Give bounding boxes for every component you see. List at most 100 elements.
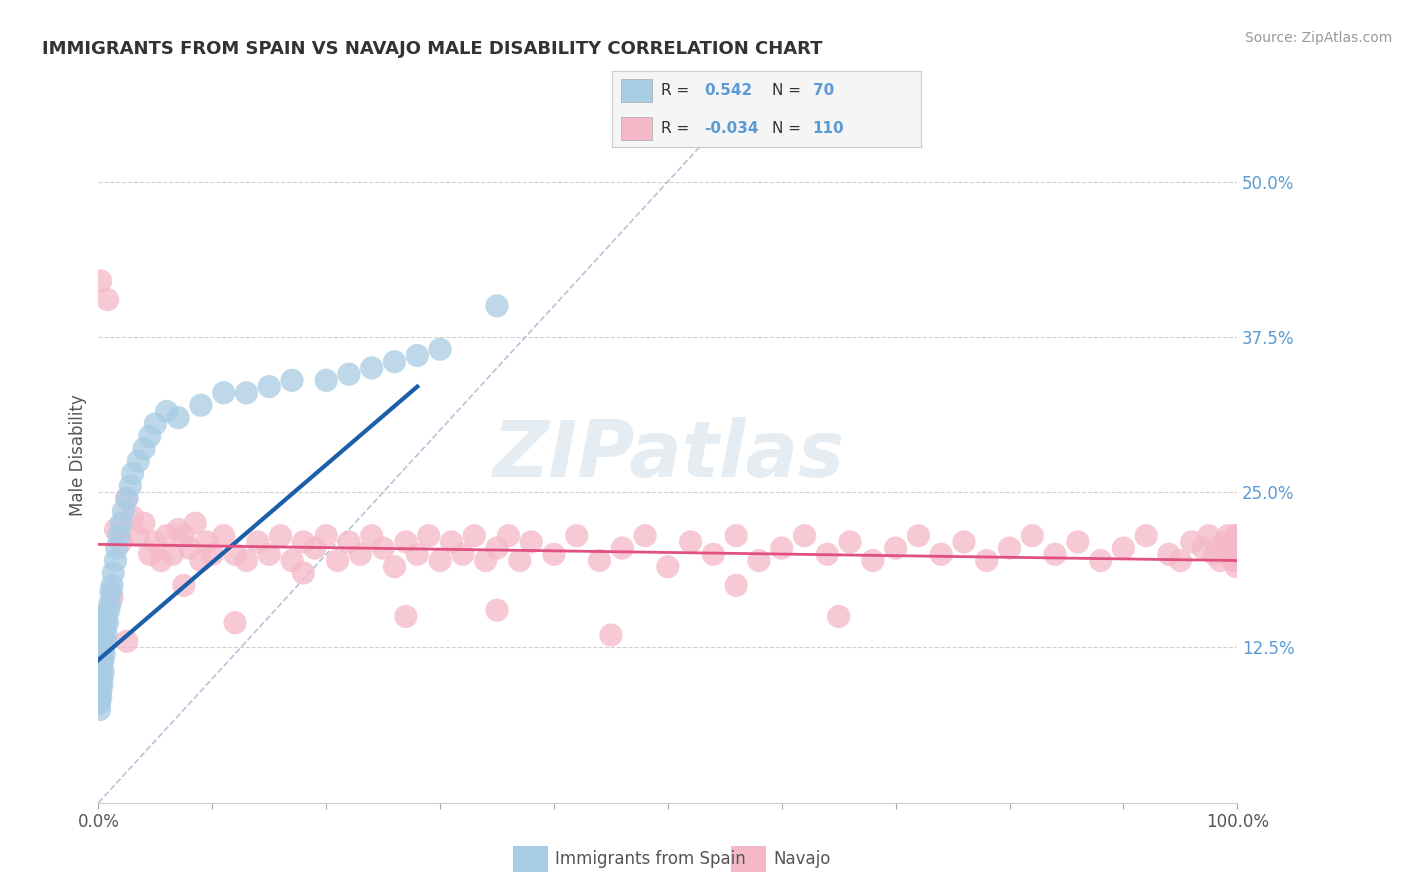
Point <box>953 534 976 549</box>
Point <box>588 553 610 567</box>
Point <box>96 615 118 630</box>
Point <box>1135 529 1157 543</box>
Point <box>1170 553 1192 567</box>
Text: Navajo: Navajo <box>773 850 831 868</box>
Point <box>1225 534 1247 549</box>
Point <box>91 628 114 642</box>
Point <box>96 293 118 307</box>
Point <box>486 603 509 617</box>
Point <box>384 355 406 369</box>
Point <box>89 703 111 717</box>
Point <box>1222 553 1244 567</box>
Point <box>371 541 394 555</box>
Point <box>89 684 111 698</box>
Point <box>1225 529 1247 543</box>
Point <box>93 622 115 636</box>
Point <box>173 578 195 592</box>
Bar <box>621 117 652 140</box>
Text: Source: ZipAtlas.com: Source: ZipAtlas.com <box>1244 31 1392 45</box>
Point <box>90 647 112 661</box>
Point <box>1043 547 1066 561</box>
Point <box>103 566 125 580</box>
Point <box>315 373 337 387</box>
Point <box>929 547 952 561</box>
Point <box>167 523 190 537</box>
Point <box>190 553 212 567</box>
Point <box>612 541 634 555</box>
Point <box>132 516 155 531</box>
Point <box>395 534 418 549</box>
Point <box>101 591 124 605</box>
Point <box>281 553 304 567</box>
Point <box>406 547 429 561</box>
Point <box>828 609 851 624</box>
Point <box>127 529 149 543</box>
Point <box>1223 534 1246 549</box>
Point <box>90 678 112 692</box>
Point <box>486 541 509 555</box>
Point <box>156 404 179 418</box>
Point <box>145 534 167 549</box>
Point <box>326 553 349 567</box>
Point <box>89 665 111 680</box>
Point <box>1225 553 1247 567</box>
Point <box>90 665 112 680</box>
Point <box>112 504 135 518</box>
Point <box>702 547 724 561</box>
Point <box>1021 529 1043 543</box>
Point <box>292 534 315 549</box>
Point <box>90 640 112 655</box>
Point <box>907 529 929 543</box>
Point <box>1223 541 1246 555</box>
Point <box>349 547 371 561</box>
Point <box>1112 541 1135 555</box>
Point <box>679 534 702 549</box>
Point <box>108 529 131 543</box>
Point <box>90 690 112 705</box>
Y-axis label: Male Disability: Male Disability <box>69 394 87 516</box>
Point <box>120 479 142 493</box>
Bar <box>621 79 652 102</box>
Point <box>725 529 748 543</box>
Point <box>212 385 235 400</box>
Point <box>793 529 815 543</box>
Point <box>474 553 496 567</box>
Point <box>94 634 117 648</box>
Point <box>104 553 127 567</box>
Point <box>1225 547 1247 561</box>
Point <box>1225 534 1247 549</box>
Point <box>292 566 315 580</box>
Point <box>89 686 111 700</box>
Point <box>89 697 111 711</box>
Point <box>96 628 118 642</box>
Point <box>360 361 382 376</box>
Point <box>1090 553 1112 567</box>
Point <box>337 367 360 381</box>
Point <box>93 647 115 661</box>
Point <box>976 553 998 567</box>
Point <box>94 615 117 630</box>
Point <box>224 547 246 561</box>
Text: R =: R = <box>661 83 689 98</box>
Point <box>725 578 748 592</box>
Text: N =: N = <box>772 121 801 136</box>
Point <box>395 609 418 624</box>
Point <box>498 529 520 543</box>
Point <box>1209 553 1232 567</box>
Point <box>451 547 474 561</box>
Point <box>1212 534 1234 549</box>
Point <box>259 547 281 561</box>
Point <box>89 690 111 705</box>
Point <box>89 672 111 686</box>
Point <box>246 534 269 549</box>
Point <box>115 491 138 506</box>
Point <box>91 653 114 667</box>
Point <box>93 634 115 648</box>
Point <box>110 516 132 531</box>
Point <box>360 529 382 543</box>
Point <box>105 541 128 555</box>
Point <box>121 467 143 481</box>
Point <box>89 694 111 708</box>
Point <box>315 529 337 543</box>
Point <box>90 653 112 667</box>
